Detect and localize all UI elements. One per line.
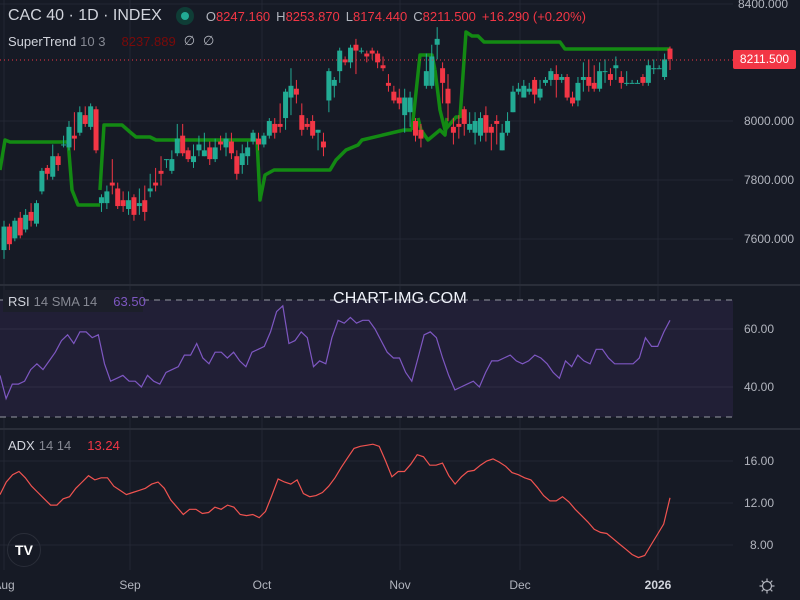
symbol-title[interactable]: CAC 40 · 1D · INDEX <box>8 7 162 24</box>
adx-axis-label: 8.00 <box>750 538 774 552</box>
ohlc-low: L8174.440 <box>346 9 407 24</box>
time-axis-label: Dec <box>509 578 531 592</box>
time-axis-label: Aug <box>0 578 15 592</box>
adx-value: 13.24 <box>87 438 120 453</box>
symbol-legend: CAC 40 · 1D · INDEX O8247.160 H8253.870 … <box>8 7 592 25</box>
adx-legend[interactable]: ADX 14 14 13.24 <box>8 438 120 453</box>
adx-params: 14 14 <box>38 438 72 453</box>
tradingview-logo[interactable]: TV <box>7 533 41 567</box>
settings-gear-icon[interactable] <box>759 578 775 594</box>
rsi-params: 14 SMA 14 <box>33 294 98 309</box>
supertrend-value: 8237.889 <box>121 33 176 49</box>
change-value: +16.290 (+0.20%) <box>481 8 586 24</box>
price-axis-label: 8400.000 <box>738 0 789 11</box>
high-label: H <box>276 8 286 24</box>
close-label: C <box>413 8 423 24</box>
price-axis-label: 8000.000 <box>744 114 795 128</box>
rsi-axis-label: 60.00 <box>744 322 775 336</box>
adx-axis-label: 12.00 <box>744 496 775 510</box>
time-axis-label: 2026 <box>644 578 672 592</box>
supertrend-legend[interactable]: SuperTrend 10 3 8237.889 ∅ ∅ <box>8 33 214 49</box>
adx-axis-label: 16.00 <box>744 454 775 468</box>
rsi-value: 63.50 <box>113 294 146 309</box>
current-price-tag: 8211.500 <box>733 50 796 69</box>
ohlc-close: C8211.500 <box>413 9 476 24</box>
ohlc-high: H8253.870 <box>276 9 340 24</box>
rsi-legend[interactable]: RSI 14 SMA 14 63.50 <box>8 294 146 309</box>
supertrend-params: 10 3 <box>80 33 106 49</box>
supertrend-empty-value-1: ∅ <box>183 33 196 48</box>
watermark: CHART-IMG.COM <box>333 290 467 307</box>
rsi-legend-background <box>3 290 143 312</box>
adx-name: ADX <box>8 438 35 453</box>
high-value: 8253.870 <box>285 8 340 24</box>
time-axis-label: Oct <box>252 578 272 592</box>
rsi-name: RSI <box>8 294 30 309</box>
ohlc-open: O8247.160 <box>206 9 270 24</box>
price-axis-label: 7600.000 <box>744 232 795 246</box>
low-value: 8174.440 <box>353 8 408 24</box>
low-label: L <box>345 8 354 24</box>
rsi-axis-label: 40.00 <box>744 380 775 394</box>
time-axis-label: Nov <box>389 578 411 592</box>
open-label: O <box>205 8 216 24</box>
time-axis-label: Sep <box>119 578 141 592</box>
ohlc-change: +16.290 (+0.20%) <box>482 9 586 24</box>
market-status-icon <box>175 7 194 25</box>
supertrend-name: SuperTrend <box>8 33 77 49</box>
open-value: 8247.160 <box>215 8 271 24</box>
supertrend-empty-value-2: ∅ <box>203 33 215 48</box>
price-axis-label: 7800.000 <box>744 173 795 187</box>
close-value: 8211.500 <box>422 8 476 24</box>
